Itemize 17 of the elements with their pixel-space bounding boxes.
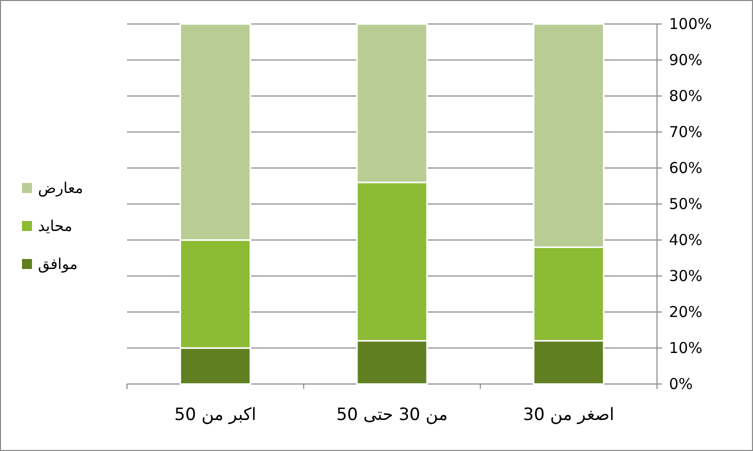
x-tick-label: اكبر من 50 <box>174 405 256 425</box>
y-tick-label: 30% <box>669 267 702 285</box>
y-tick-label: 20% <box>669 303 702 321</box>
legend-label: موافق <box>38 255 78 273</box>
x-tick-label: اصغر من 30 <box>523 405 614 425</box>
y-tick-label: 90% <box>669 51 702 69</box>
y-tick-label: 60% <box>669 159 702 177</box>
y-tick-label: 100% <box>669 15 712 33</box>
legend-label: معارض <box>38 179 84 197</box>
y-tick-label: 0% <box>669 375 693 393</box>
y-tick-label: 10% <box>669 339 702 357</box>
y-tick-label: 70% <box>669 123 702 141</box>
y-tick-label: 50% <box>669 195 702 213</box>
y-tick-label: 40% <box>669 231 702 249</box>
y-tick-label: 80% <box>669 87 702 105</box>
x-tick-label: من 30 حتى 50 <box>336 405 448 425</box>
legend-label: محايد <box>38 217 72 235</box>
